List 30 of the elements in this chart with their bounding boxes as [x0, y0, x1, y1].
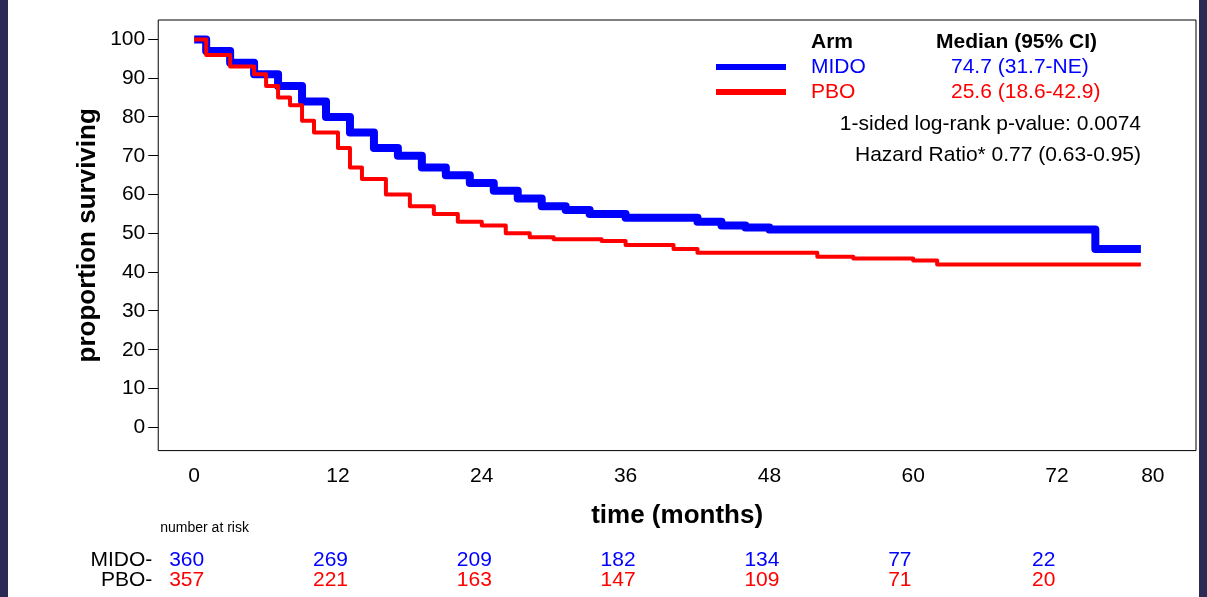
legend-label: MIDO — [811, 53, 866, 77]
x-tick-label: 72 — [1045, 463, 1069, 486]
annotation: 1-sided log-rank p-value: 0.0074 — [839, 110, 1142, 134]
annotation: 25.6 (18.6-42.9) — [951, 78, 1101, 102]
x-tick-label: 36 — [613, 463, 638, 486]
x-tick-label: 0 — [188, 463, 201, 486]
legend-title: Arm — [811, 28, 854, 52]
legend-label: PBO — [811, 78, 856, 102]
y-tick-label: 40 — [121, 258, 146, 282]
x-tick-label: 12 — [326, 463, 350, 486]
y-tick-label: 90 — [121, 64, 146, 88]
y-tick-label: 20 — [121, 336, 146, 360]
x-tick-label: 24 — [470, 463, 494, 486]
y-tick-label: 0 — [133, 414, 146, 438]
annotation: Hazard Ratio* 0.77 (0.63-0.95) — [855, 141, 1141, 165]
x-axis-title: time (months) — [591, 498, 764, 529]
annotation: 74.7 (31.7-NE) — [951, 53, 1089, 77]
y-tick-label: 60 — [121, 181, 146, 205]
y-tick-label: 100 — [110, 26, 146, 50]
y-tick-label: 50 — [121, 220, 146, 244]
y-tick-label: 30 — [121, 297, 146, 321]
x-tick-label: 80 — [1141, 463, 1165, 486]
x-tick-label: 48 — [757, 463, 782, 486]
y-tick-label: 10 — [121, 375, 146, 399]
text: number at risk — [160, 518, 250, 535]
x-tick-label: 60 — [901, 463, 925, 486]
y-tick-label: 80 — [121, 103, 146, 127]
y-tick-label: 70 — [121, 142, 146, 166]
y-axis-title: proportion surviving — [70, 108, 101, 363]
annotation: Median (95% CI) — [936, 28, 1098, 52]
